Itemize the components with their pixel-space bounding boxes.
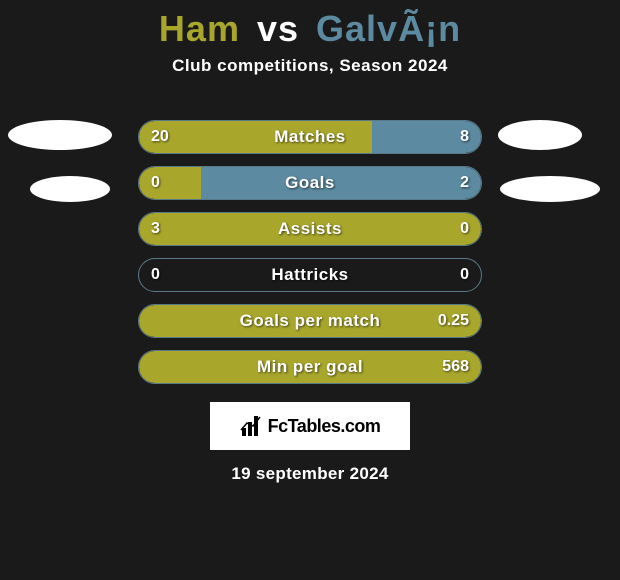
bar-fill-p1 [139,305,481,337]
player2-name: GalvÃ¡n [316,8,461,49]
date-text: 19 september 2024 [0,464,620,484]
chart-icon [240,416,262,436]
source-logo: FcTables.com [210,402,410,450]
player1-name: Ham [159,8,240,49]
side-oval-2 [498,120,582,150]
stat-row-goals: Goals02 [138,166,482,200]
stat-row-hattricks: Hattricks0 0 [138,258,482,292]
bar-fill-p1 [139,213,481,245]
vs-text: vs [257,8,299,49]
stat-value-p2: 0 [460,266,469,284]
stat-row-assists: Assists30 [138,212,482,246]
bar-fill-p2 [201,167,481,199]
subtitle: Club competitions, Season 2024 [0,56,620,76]
bar-fill-p2 [372,121,481,153]
side-oval-0 [8,120,112,150]
bar-fill-p1 [139,351,481,383]
logo-text: FcTables.com [268,416,381,437]
side-oval-1 [30,176,110,202]
stat-label: Hattricks [139,265,481,285]
stat-row-matches: Matches208 [138,120,482,154]
stat-value-p1: 0 [151,266,160,284]
bar-fill-p1 [139,167,201,199]
stat-row-min-per-goal: Min per goal568 [138,350,482,384]
bar-fill-p1 [139,121,372,153]
side-oval-3 [500,176,600,202]
stat-row-goals-per-match: Goals per match0.25 [138,304,482,338]
comparison-title: Ham vs GalvÃ¡n [0,0,620,56]
bars-container: Matches208 Goals02 Assists30 Hattricks0 0 Goa… [138,120,482,396]
